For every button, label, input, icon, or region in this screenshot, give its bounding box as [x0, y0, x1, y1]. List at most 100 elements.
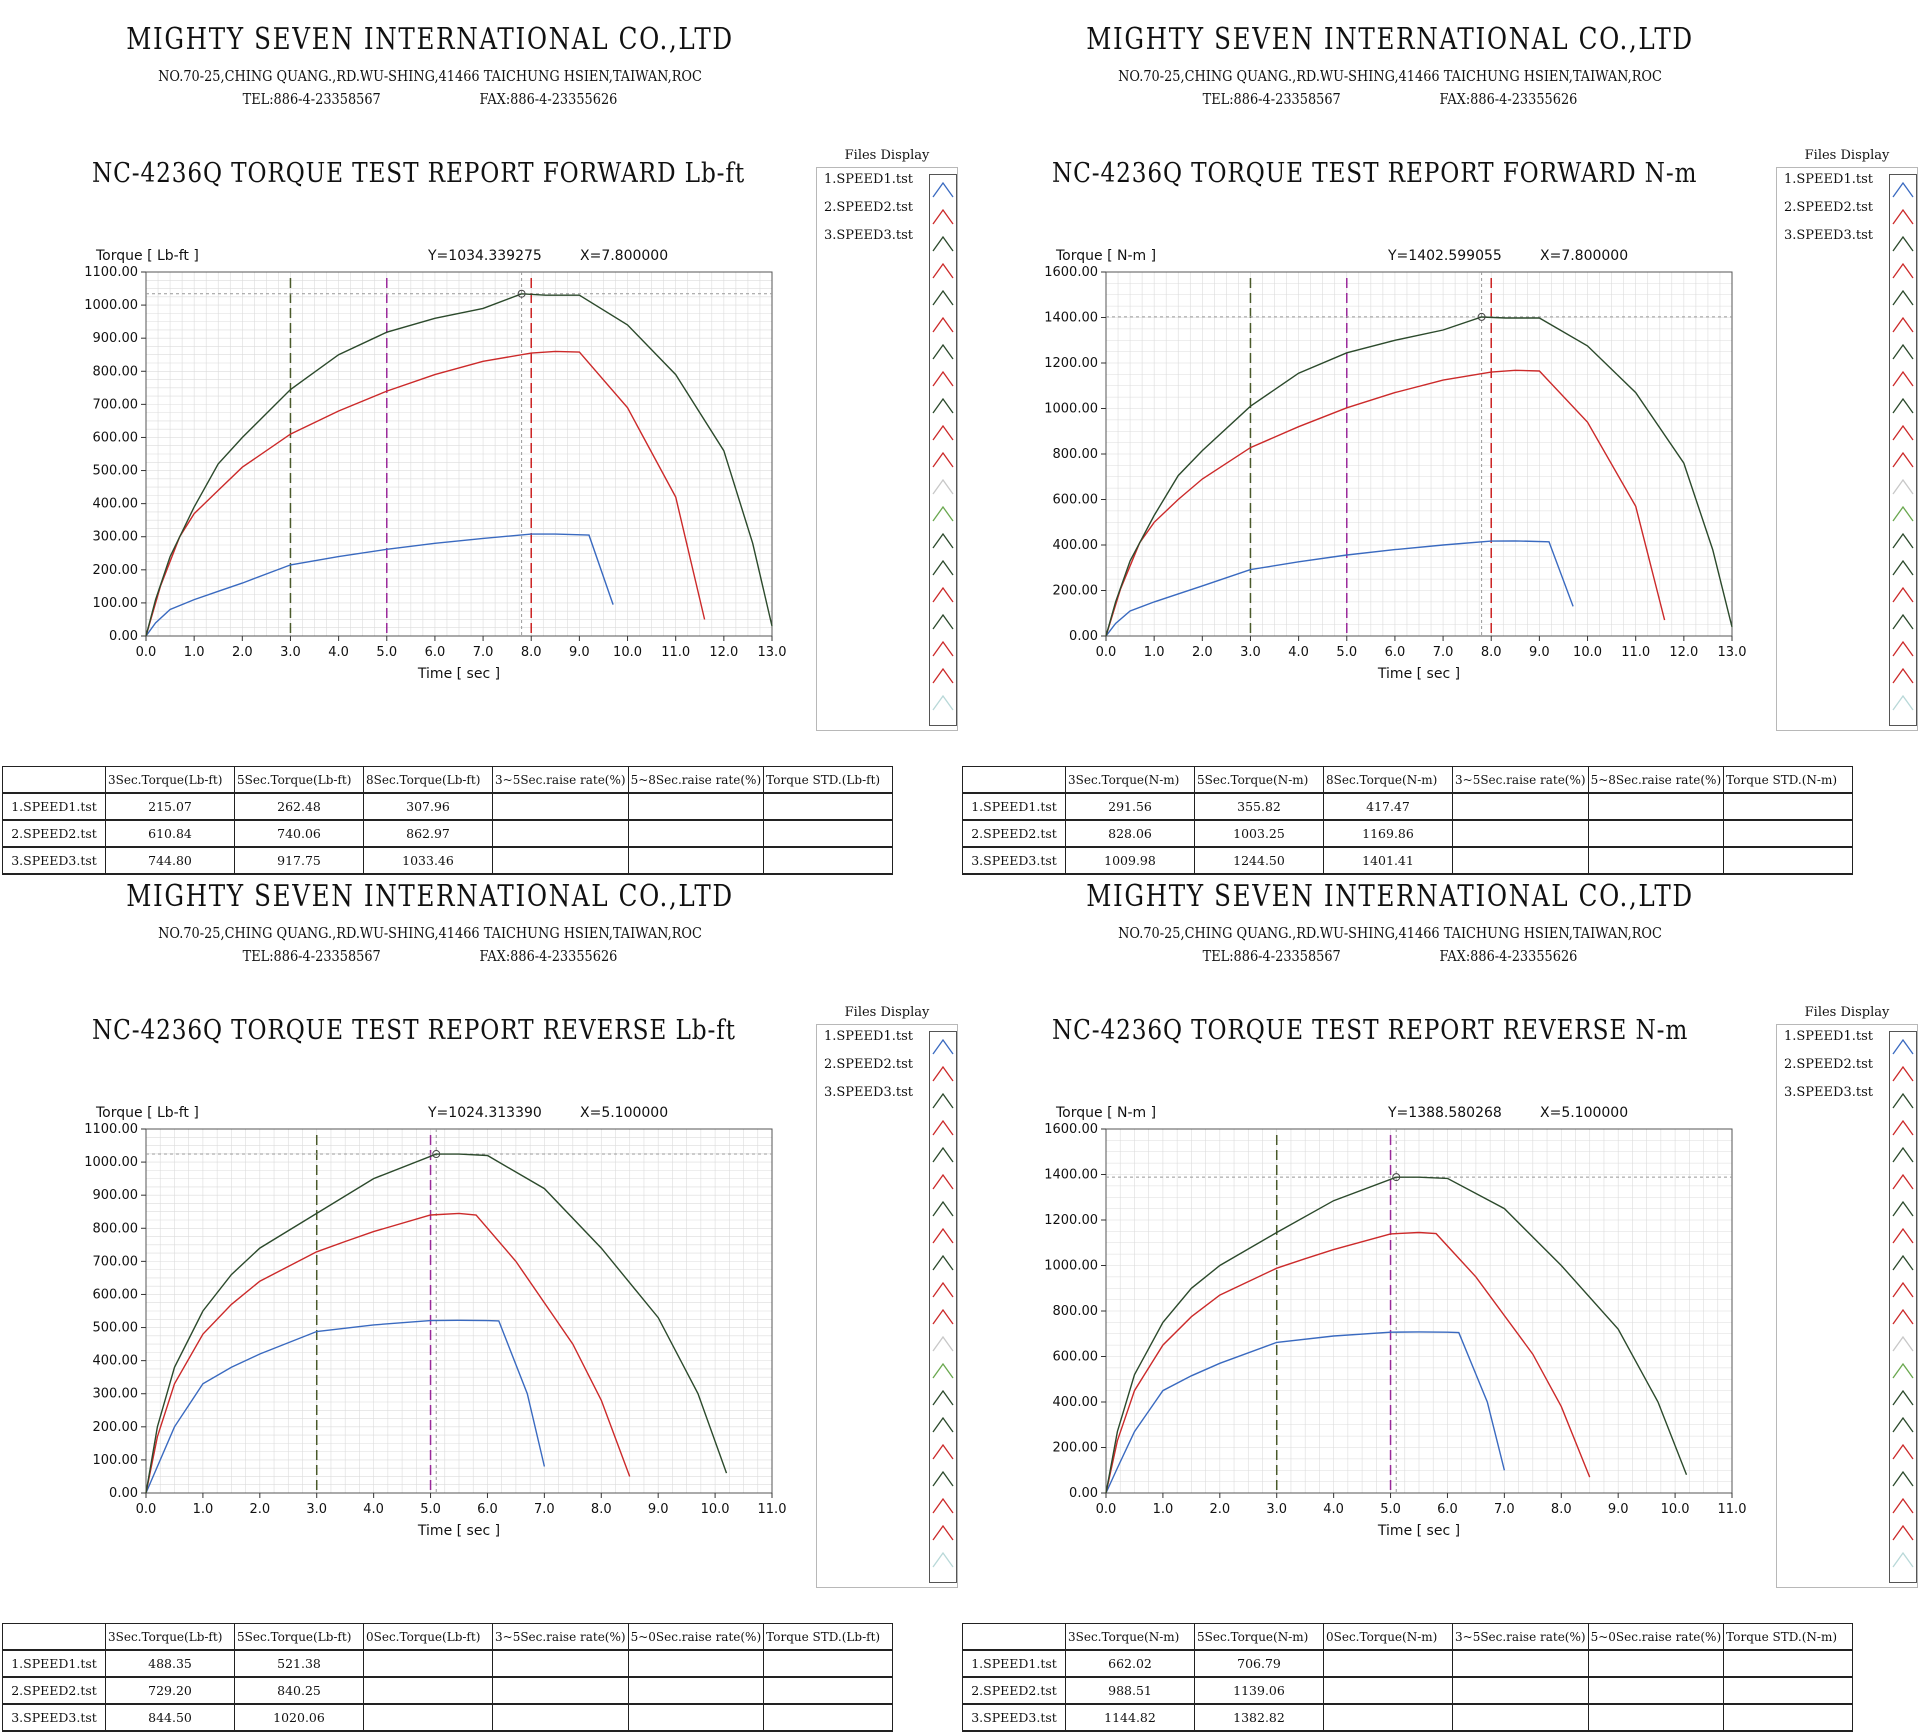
- y-tick-label: 200.00: [93, 563, 139, 578]
- y-tick-label: 300.00: [93, 1387, 139, 1402]
- company-address: NO.70-25,CHING QUANG.,RD.WU-SHING,41466 …: [158, 924, 702, 942]
- table-cell: [1587, 1676, 1725, 1705]
- cursor-point: [1392, 1173, 1401, 1182]
- wave-thumbnail-icon: [1892, 613, 1914, 630]
- company-tel: TEL:886-4-23358567: [1202, 90, 1341, 108]
- y-tick-label: 0.00: [1069, 1486, 1098, 1501]
- table-cell: 291.56: [1065, 792, 1195, 821]
- row-file-name: 1.SPEED1.tst: [2, 792, 106, 821]
- table-row: 3.SPEED3.tst 844.50 1020.06: [2, 1703, 894, 1732]
- file-item-speed2[interactable]: 2.SPEED2.tst: [824, 200, 913, 215]
- row-file-name: 3.SPEED3.tst: [962, 1703, 1066, 1732]
- x-tick-label: 5.0: [420, 1502, 441, 1517]
- file-item-speed1[interactable]: 1.SPEED1.tst: [1784, 1029, 1873, 1044]
- wave-thumbnail-icon: [932, 1173, 954, 1190]
- wave-thumbnail-icon: [1892, 694, 1914, 711]
- column-header: 3~5Sec.raise rate(%): [1452, 1623, 1589, 1651]
- x-tick-label: 6.0: [477, 1502, 498, 1517]
- wave-thumbnail-icon: [1892, 1308, 1914, 1325]
- thumbnail-wave-icons: [932, 181, 954, 711]
- torque-chart[interactable]: 0.0 1.0 2.0 3.0 4.0 5.0 6.0 7.0 8.0 9.0 10.0 11.0 0.…: [960, 1093, 1760, 1553]
- y-tick-label: 500.00: [93, 1321, 139, 1336]
- y-tick-label: 1100.00: [84, 265, 138, 280]
- file-item-speed1[interactable]: 1.SPEED1.tst: [1784, 172, 1873, 187]
- x-tick-label: 7.0: [1494, 1502, 1515, 1517]
- y-axis-label: Torque [ N-m ]: [1055, 248, 1156, 264]
- x-tick-label: 1.0: [193, 1502, 214, 1517]
- x-axis-label: Time [ sec ]: [417, 1523, 500, 1539]
- series-line-speed2: [1105, 369, 1666, 637]
- file-thumbnail-strip[interactable]: [1889, 1031, 1917, 1583]
- y-axis-label: Torque [ N-m ]: [1055, 1105, 1156, 1121]
- wave-thumbnail-icon: [1892, 1335, 1914, 1352]
- table-cell: [763, 819, 894, 848]
- wave-thumbnail-icon: [932, 667, 954, 684]
- results-table: 3Sec.Torque(Lb-ft) 5Sec.Torque(Lb-ft) 0S…: [2, 1623, 894, 1732]
- y-tick-label: 1200.00: [1044, 1213, 1098, 1228]
- column-header: 5~0Sec.raise rate(%): [627, 1623, 765, 1651]
- file-item-speed2[interactable]: 2.SPEED2.tst: [824, 1057, 913, 1072]
- y-tick-label: 500.00: [93, 464, 139, 479]
- y-tick-label: 800.00: [93, 364, 139, 379]
- table-cell: 215.07: [105, 792, 235, 821]
- x-tick-label: 6.0: [1385, 645, 1406, 660]
- file-item-speed3[interactable]: 3.SPEED3.tst: [824, 1085, 913, 1100]
- x-tick-label: 0.0: [1096, 645, 1117, 660]
- x-tick-label: 7.0: [534, 1502, 555, 1517]
- table-row: 3.SPEED3.tst 1009.98 1244.50 1401.41: [962, 846, 1854, 875]
- file-item-speed1[interactable]: 1.SPEED1.tst: [824, 1029, 913, 1044]
- report-panel-forward-lbft: MIGHTY SEVEN INTERNATIONAL CO.,LTD NO.70…: [0, 0, 960, 875]
- table-cell: 1139.06: [1194, 1676, 1324, 1705]
- file-item-speed2[interactable]: 2.SPEED2.tst: [1784, 1057, 1873, 1072]
- company-address: NO.70-25,CHING QUANG.,RD.WU-SHING,41466 …: [1118, 924, 1662, 942]
- file-thumbnail-strip[interactable]: [929, 174, 957, 726]
- x-tick-label: 4.0: [1288, 645, 1309, 660]
- file-item-speed2[interactable]: 2.SPEED2.tst: [1784, 200, 1873, 215]
- column-header: 5Sec.Torque(Lb-ft): [234, 766, 364, 794]
- files-list: 1.SPEED1.tst 2.SPEED2.tst 3.SPEED3.tst: [816, 1024, 958, 1588]
- wave-thumbnail-icon: [932, 1551, 954, 1568]
- thumbnail-wave-icons: [932, 1038, 954, 1568]
- column-header: 3Sec.Torque(Lb-ft): [105, 1623, 235, 1651]
- series-line-speed3: [1105, 1176, 1688, 1494]
- table-cell: 1169.86: [1323, 819, 1453, 848]
- x-tick-label: 3.0: [1266, 1502, 1287, 1517]
- file-item-speed1[interactable]: 1.SPEED1.tst: [824, 172, 913, 187]
- cursor-x-readout: X=5.100000: [580, 1105, 668, 1121]
- x-tick-label: 3.0: [280, 645, 301, 660]
- x-tick-label: 2.0: [1192, 645, 1213, 660]
- file-item-speed3[interactable]: 3.SPEED3.tst: [1784, 1085, 1873, 1100]
- column-header: 0Sec.Torque(N-m): [1323, 1623, 1453, 1651]
- file-item-speed3[interactable]: 3.SPEED3.tst: [1784, 228, 1873, 243]
- x-tick-label: 11.0: [661, 645, 690, 660]
- file-thumbnail-strip[interactable]: [929, 1031, 957, 1583]
- file-thumbnail-strip[interactable]: [1889, 174, 1917, 726]
- table-cell: 488.35: [105, 1649, 235, 1678]
- table-cell: [492, 1649, 629, 1678]
- files-display: Files Display 1.SPEED1.tst 2.SPEED2.tst …: [816, 147, 958, 731]
- wave-thumbnail-icon: [932, 1092, 954, 1109]
- file-item-speed3[interactable]: 3.SPEED3.tst: [824, 228, 913, 243]
- table-row: 3.SPEED3.tst 744.80 917.75 1033.46: [2, 846, 894, 875]
- table-header-row: 3Sec.Torque(Lb-ft) 5Sec.Torque(Lb-ft) 8S…: [2, 766, 894, 794]
- table-cell: [1587, 1649, 1725, 1678]
- y-tick-label: 600.00: [1053, 1350, 1099, 1365]
- torque-chart[interactable]: 0.0 1.0 2.0 3.0 4.0 5.0 6.0 7.0 8.0 9.0 10.0 11.0 0.…: [0, 1093, 800, 1553]
- row-file-name: 2.SPEED2.tst: [2, 1676, 106, 1705]
- company-tel: TEL:886-4-23358567: [242, 947, 381, 965]
- table-cell: 610.84: [105, 819, 235, 848]
- wave-thumbnail-icon: [932, 1524, 954, 1541]
- x-tick-label: 8.0: [1551, 1502, 1572, 1517]
- company-name: MIGHTY SEVEN INTERNATIONAL CO.,LTD: [126, 22, 734, 57]
- torque-chart[interactable]: 0.0 1.0 2.0 3.0 4.0 5.0 6.0 7.0 8.0 9.0 10.0 11.0 12…: [0, 236, 800, 696]
- x-tick-label: 1.0: [1153, 1502, 1174, 1517]
- y-tick-label: 1000.00: [84, 298, 138, 313]
- table-cell: [627, 846, 765, 875]
- torque-chart[interactable]: 0.0 1.0 2.0 3.0 4.0 5.0 6.0 7.0 8.0 9.0 10.0 11.0 12…: [960, 236, 1760, 696]
- wave-thumbnail-icon: [932, 613, 954, 630]
- y-tick-label: 1000.00: [84, 1155, 138, 1170]
- results-table: 3Sec.Torque(Lb-ft) 5Sec.Torque(Lb-ft) 8S…: [2, 766, 894, 875]
- thumbnail-wave-icons: [1892, 181, 1914, 711]
- wave-thumbnail-icon: [1892, 370, 1914, 387]
- y-tick-label: 0.00: [1069, 629, 1098, 644]
